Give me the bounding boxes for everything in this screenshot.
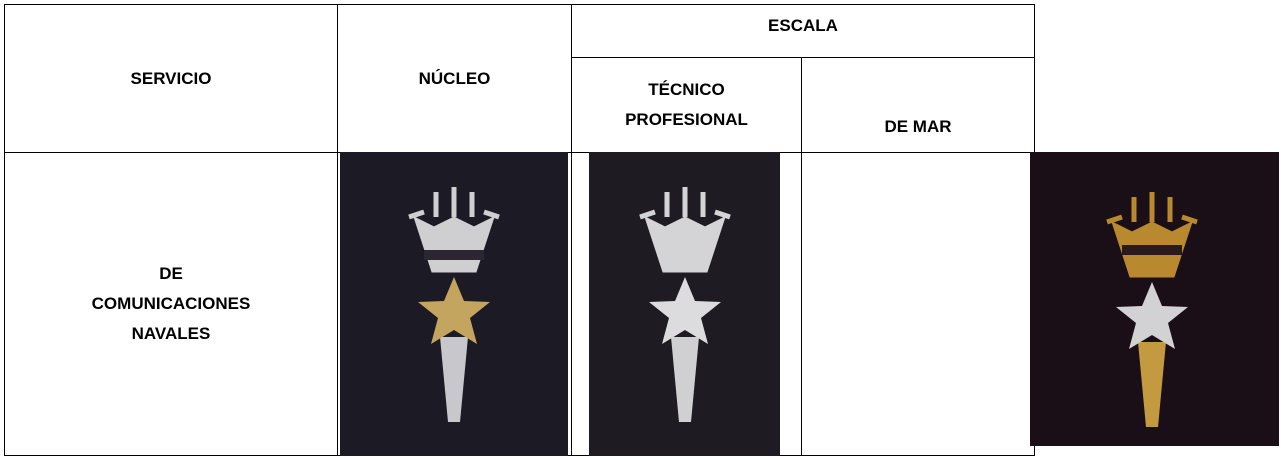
header-cell: DE MAR — [802, 58, 1034, 152]
rule — [571, 57, 1035, 58]
header-text: DE MAR — [884, 117, 952, 136]
rule — [4, 4, 5, 456]
header-text: SERVICIO — [130, 68, 212, 88]
header-cell: SERVICIO — [5, 5, 337, 152]
cell-text: COMUNICACIONES — [91, 294, 251, 313]
header-text: PROFESIONAL — [625, 110, 748, 129]
body-cell: DE COMUNICACIONES NAVALES — [5, 153, 337, 455]
rule — [571, 4, 572, 456]
cell-text: DE — [159, 264, 183, 283]
badge-photo — [340, 152, 568, 456]
header-text: NÚCLEO — [418, 68, 491, 88]
badge-photo — [589, 152, 780, 456]
header-text: TÉCNICO — [648, 80, 725, 99]
header-cell: NÚCLEO — [338, 5, 571, 152]
header-text: ESCALA — [768, 16, 838, 35]
header-cell: ESCALA — [572, 5, 1034, 57]
rule — [337, 4, 338, 456]
cell-text: NAVALES — [131, 324, 211, 343]
rule — [4, 4, 1035, 5]
badge-photo — [1030, 152, 1279, 446]
rule — [801, 57, 802, 456]
header-cell: TÉCNICO PROFESIONAL — [572, 58, 801, 152]
